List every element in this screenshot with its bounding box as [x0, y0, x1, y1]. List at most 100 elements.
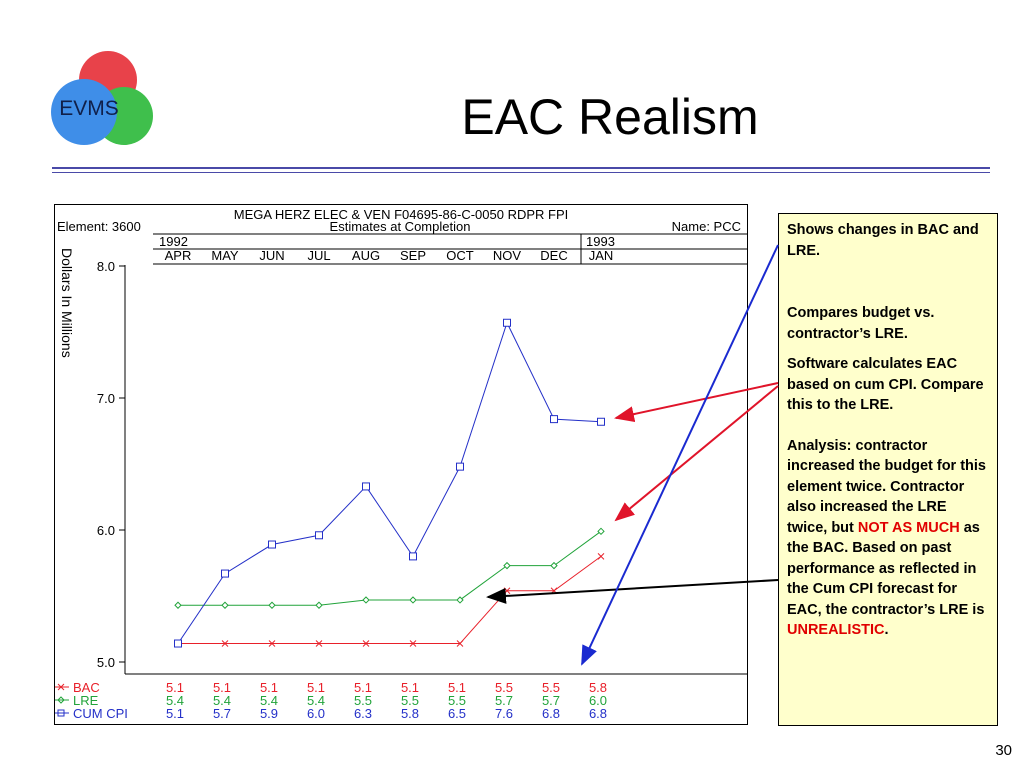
month-label: DEC	[540, 248, 567, 263]
data-label: 5.4	[166, 693, 184, 708]
data-point-diamond	[456, 596, 464, 604]
month-label: JUN	[259, 248, 284, 263]
annotation-p4-text-a: Analysis: contractor increased the budge…	[787, 437, 986, 536]
logo-text: EVMS	[59, 97, 119, 120]
logo-blue-circle	[51, 79, 117, 145]
title-divider-thin	[52, 172, 990, 173]
data-label: 5.5	[542, 680, 560, 695]
data-label: 6.0	[307, 706, 325, 721]
y-tick-label: 8.0	[97, 259, 115, 274]
data-point-x	[315, 640, 323, 647]
data-label: 6.8	[589, 706, 607, 721]
data-point-x	[409, 640, 417, 647]
data-point-diamond	[174, 601, 182, 609]
annotation-p2: Compares budget vs. contractor’s LRE.	[787, 305, 935, 342]
data-point-diamond	[315, 601, 323, 609]
month-label: OCT	[446, 248, 474, 263]
data-label: 5.1	[260, 680, 278, 695]
data-point-diamond	[362, 596, 370, 604]
data-label: 5.1	[213, 680, 231, 695]
data-label: 6.5	[448, 706, 466, 721]
month-label: NOV	[493, 248, 522, 263]
data-label: 5.4	[307, 693, 325, 708]
chart-name-label: Name: PCC	[672, 219, 741, 234]
year-1993: 1993	[586, 234, 615, 249]
data-label: 5.1	[401, 680, 419, 695]
annotation-p4-text-b: as the BAC. Based on past performance as…	[787, 519, 985, 618]
chart-frame: MEGA HERZ ELEC & VEN F04695-86-C-0050 RD…	[54, 204, 748, 725]
data-label: 5.1	[354, 680, 372, 695]
data-point-diamond	[550, 561, 558, 570]
data-point-square	[456, 462, 464, 471]
data-point-diamond	[268, 601, 276, 609]
data-point-square	[268, 540, 276, 549]
data-point-square	[550, 415, 558, 424]
data-point-x	[268, 640, 276, 647]
data-label: 5.9	[260, 706, 278, 721]
data-point-square	[362, 482, 370, 491]
data-label: 6.3	[354, 706, 372, 721]
annotation-unrealistic: UNREALISTIC	[787, 622, 885, 638]
marker-stroke	[315, 640, 323, 647]
y-axis-label: Dollars In Millions	[59, 248, 75, 358]
data-label: 5.7	[495, 693, 513, 708]
annotation-p4-text-c: .	[884, 622, 889, 638]
slide-title: EAC Realism	[461, 89, 759, 145]
marker-stroke	[268, 640, 276, 647]
data-point-x	[221, 640, 229, 647]
data-point-square	[503, 318, 511, 327]
data-label: 5.4	[260, 693, 278, 708]
chart-subtitle: Estimates at Completion	[330, 219, 471, 234]
annotation-spacer	[787, 416, 989, 436]
series-line	[178, 530, 602, 606]
page-number: 30	[995, 742, 1012, 759]
data-label: 5.5	[495, 680, 513, 695]
data-point-square	[315, 531, 323, 540]
data-label: 5.8	[589, 680, 607, 695]
data-label: 5.7	[213, 706, 231, 721]
marker-stroke	[362, 640, 370, 647]
data-label: 5.7	[542, 693, 560, 708]
eac-chart: MEGA HERZ ELEC & VEN F04695-86-C-0050 RD…	[55, 207, 747, 721]
data-point-diamond	[221, 601, 229, 609]
year-1992: 1992	[159, 234, 188, 249]
data-label: 5.1	[166, 680, 184, 695]
annotation-box: Shows changes in BAC and LRE. Compares b…	[778, 213, 998, 726]
data-label: 5.1	[166, 706, 184, 721]
title-divider	[52, 167, 990, 169]
month-label: JAN	[589, 248, 614, 263]
data-point-x	[362, 640, 370, 647]
data-label: 6.8	[542, 706, 560, 721]
annotation-p1: Shows changes in BAC and LRE.	[787, 222, 979, 259]
month-label: JUL	[307, 248, 330, 263]
marker-stroke	[456, 640, 464, 647]
data-point-diamond	[409, 596, 417, 604]
data-label: 5.1	[448, 680, 466, 695]
annotation-not-as-much: NOT AS MUCH	[857, 519, 960, 536]
data-point-square	[221, 569, 229, 578]
annotation-p3: Software calculates EAC based on cum CPI…	[787, 356, 984, 413]
series-line	[177, 321, 602, 644]
annotation-p4: Analysis: contractor increased the budge…	[787, 436, 989, 641]
data-point-diamond	[503, 561, 511, 570]
data-point-square	[409, 552, 417, 561]
y-tick-label: 5.0	[97, 655, 115, 670]
data-point-square	[174, 639, 182, 648]
legend-series-name: LRE	[73, 693, 99, 708]
data-label: 5.1	[307, 680, 325, 695]
chart-element-label: Element: 3600	[57, 219, 141, 234]
month-label: APR	[165, 248, 192, 263]
month-label: AUG	[352, 248, 380, 263]
data-label: 7.6	[495, 706, 513, 721]
legend-series-name: CUM CPI	[73, 706, 128, 721]
data-point-x	[456, 640, 464, 647]
month-label: MAY	[211, 248, 239, 263]
data-label: 5.5	[401, 693, 419, 708]
month-label: SEP	[400, 248, 426, 263]
marker-stroke	[221, 640, 229, 647]
data-label: 5.5	[354, 693, 372, 708]
legend-series-name: BAC	[73, 680, 100, 695]
data-point-x	[597, 553, 605, 560]
y-tick-label: 7.0	[97, 391, 115, 406]
marker-stroke	[409, 640, 417, 647]
